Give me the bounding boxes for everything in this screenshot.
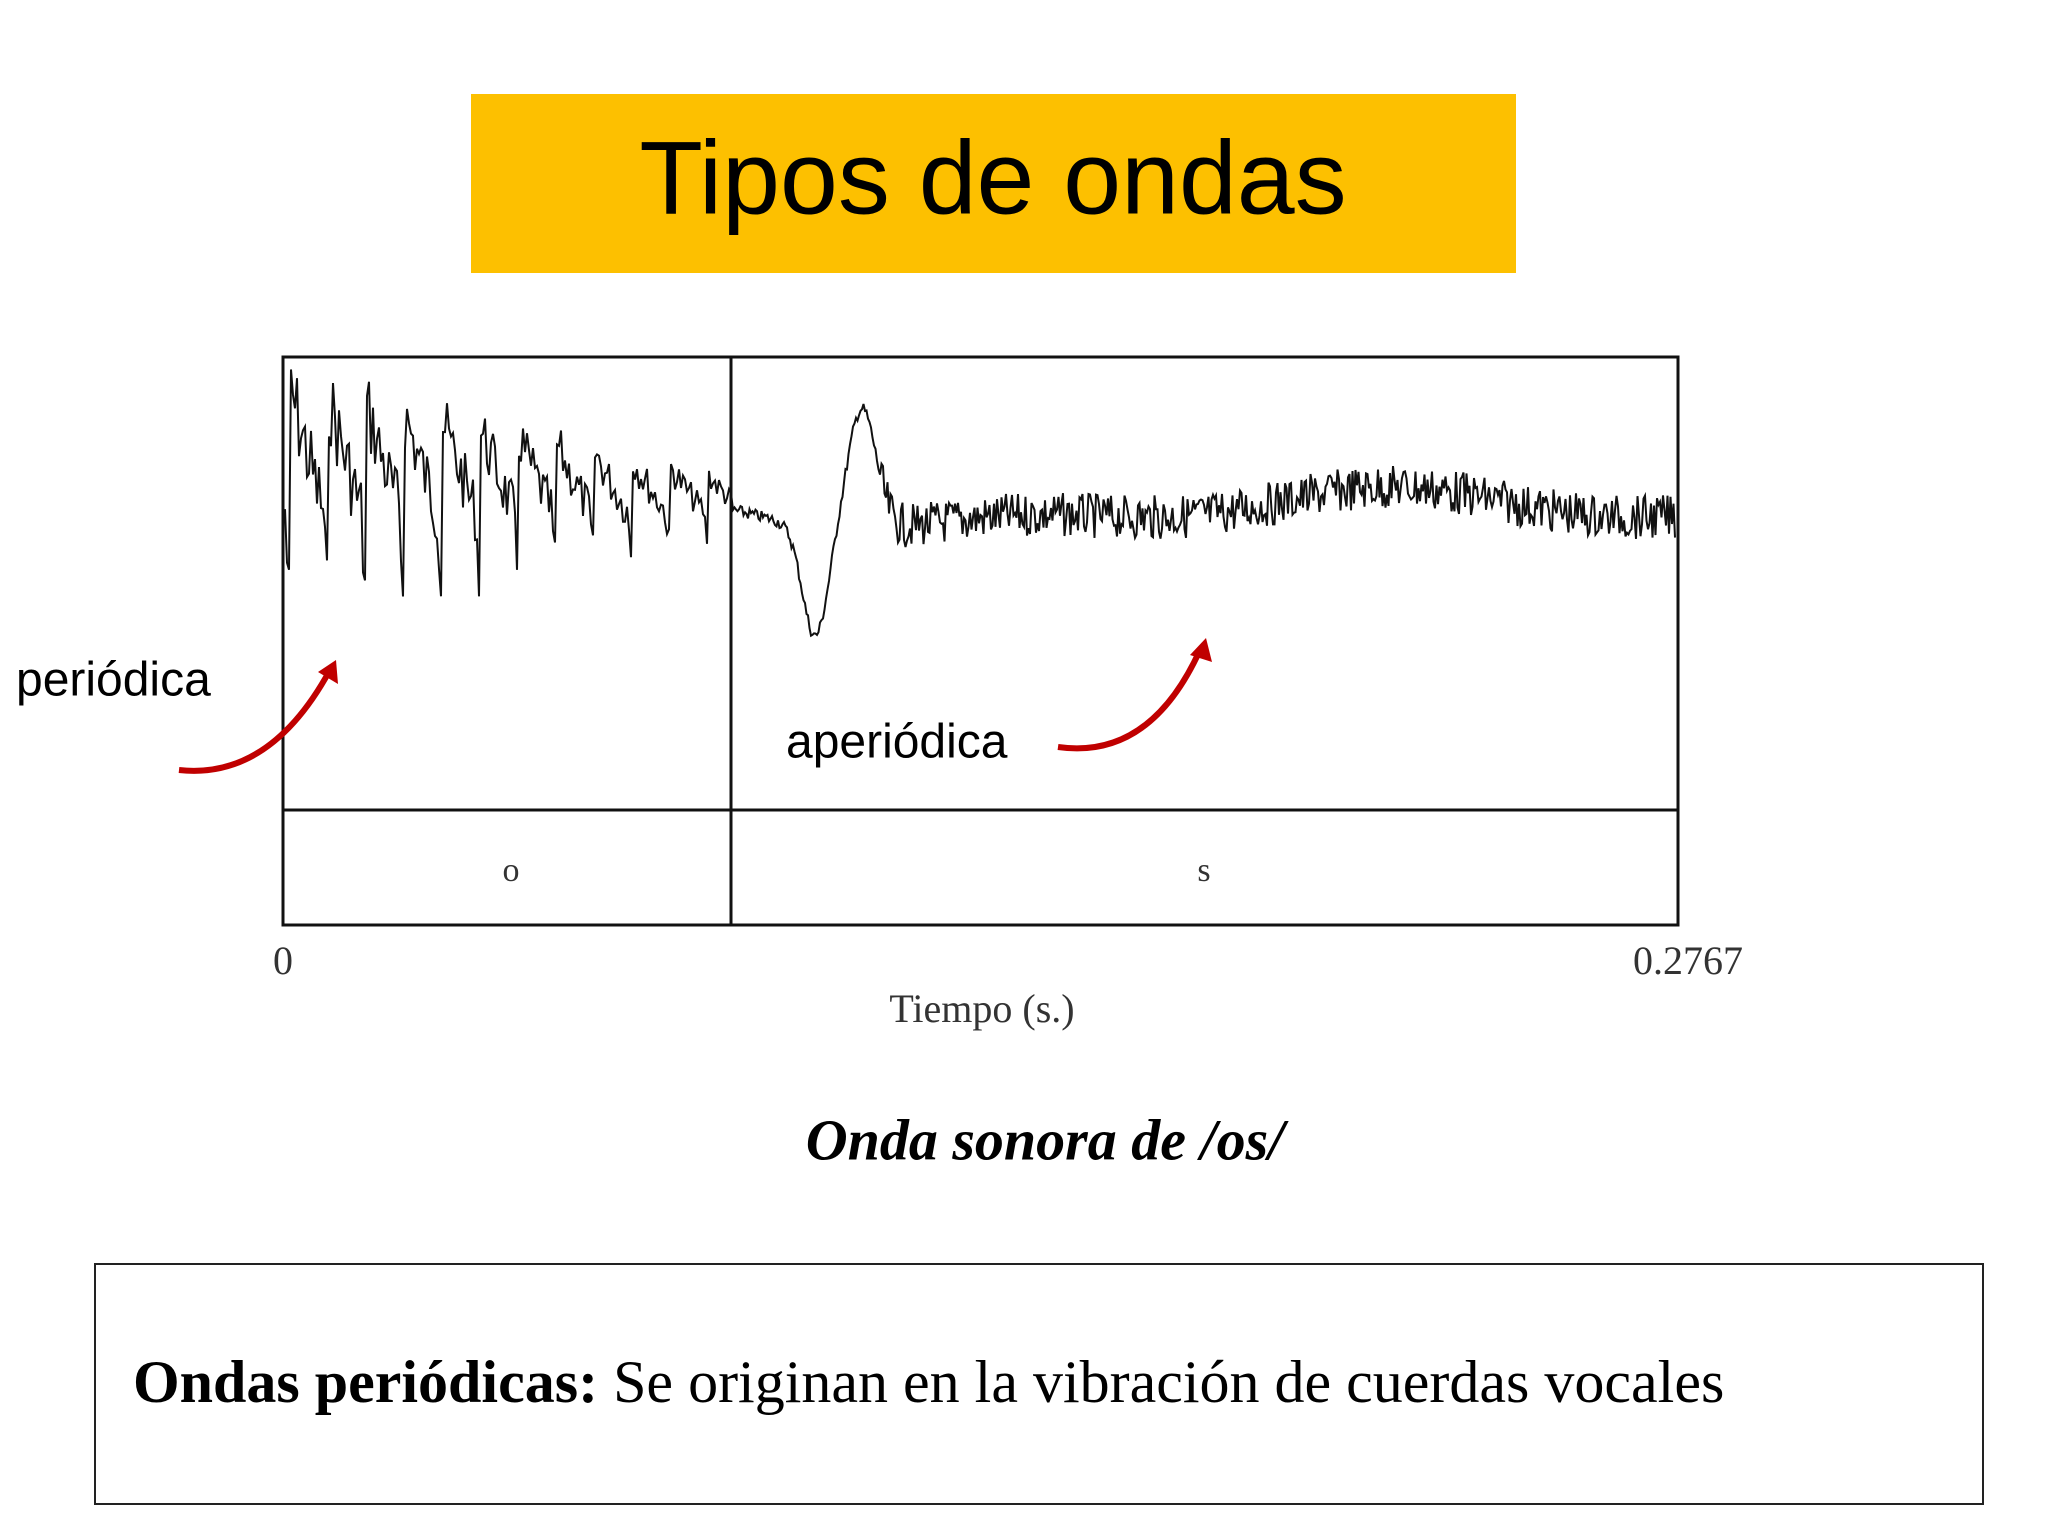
note: Ondas periódicas: Se originan en la vibr… bbox=[133, 1349, 1724, 1415]
caption: Onda sonora de /os/ bbox=[806, 1107, 1289, 1172]
figure bbox=[281, 355, 1680, 927]
frame bbox=[281, 355, 1680, 927]
axis-end: 0.2767 bbox=[1633, 938, 1743, 983]
annotation: aperiódica bbox=[786, 716, 1008, 769]
title-box bbox=[471, 94, 1516, 273]
arrow bbox=[1057, 648, 1203, 752]
waveform bbox=[284, 369, 1676, 638]
axis-label: Tiempo (s.) bbox=[889, 986, 1074, 1031]
note-box bbox=[94, 1263, 1984, 1505]
note-term: Ondas periódicas: bbox=[133, 1349, 598, 1415]
arrowhead bbox=[318, 660, 338, 684]
annotation: periódica bbox=[16, 654, 211, 707]
note-text: Se originan en la vibración de cuerdas v… bbox=[598, 1349, 1724, 1415]
arrowhead bbox=[1190, 638, 1212, 662]
title: Tipos de ondas bbox=[639, 120, 1346, 236]
segment-label: o bbox=[503, 852, 520, 889]
axis-start: 0 bbox=[273, 938, 293, 983]
arrow bbox=[178, 668, 333, 774]
segment-label: s bbox=[1197, 852, 1210, 889]
